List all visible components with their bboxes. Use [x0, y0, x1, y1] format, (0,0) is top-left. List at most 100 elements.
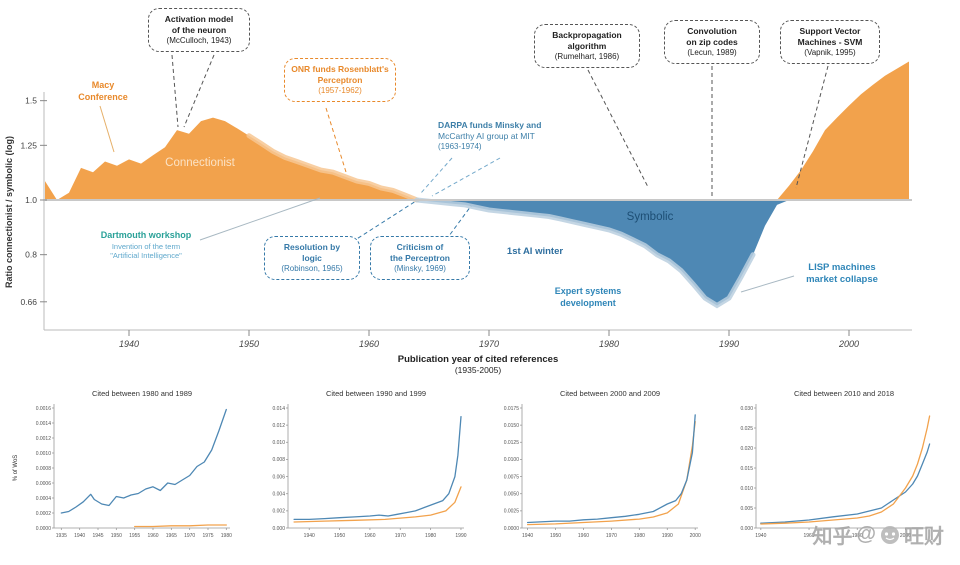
- x-tick-label: 1990: [719, 339, 739, 349]
- x-tick-label: 2000: [838, 339, 859, 349]
- subchart-canvas: Cited between 1980 and 1989 0.0000 0.0002 0…: [13, 389, 232, 539]
- y-tick-label: 0.0100: [504, 457, 520, 463]
- y-tick-label: 0.0016: [36, 406, 52, 412]
- watermark-name: 旺财: [904, 526, 944, 548]
- x-tick-label: 1990: [455, 533, 466, 539]
- x-axis-title: Publication year of cited references: [398, 354, 559, 365]
- y-tick-label: 0.0000: [504, 526, 520, 532]
- x-tick-label: 1980: [634, 533, 645, 539]
- y-tick-label: 0.0075: [504, 474, 520, 480]
- x-tick-label: 1950: [239, 339, 259, 349]
- highlight-band: [414, 197, 756, 309]
- subchart-canvas: Cited between 2010 and 2018 0.000 0.005 0.0…: [740, 389, 932, 539]
- y-tick-label: 0.000: [272, 526, 285, 532]
- x-tick-label: 1950: [334, 533, 345, 539]
- x-tick-label: 1950: [111, 533, 122, 539]
- x-tick-label: 1960: [803, 533, 814, 539]
- y-tick-label: 0.0125: [504, 440, 520, 446]
- x-tick-label: 1970: [184, 533, 195, 539]
- subchart-4: Cited between 2010 and 2018 0.000 0.005 0.0…: [710, 382, 938, 565]
- y-tick-label: 0.006: [272, 474, 285, 480]
- y-tick-label: 0.015: [740, 466, 753, 472]
- series-symbolic: [526, 414, 696, 524]
- y-tick-label: 0.025: [740, 426, 753, 432]
- x-tick-label: 1940: [304, 533, 315, 539]
- connectionist-area: [45, 61, 909, 200]
- y-tick-label: 0.0010: [36, 451, 52, 457]
- x-tick-label: 1970: [606, 533, 617, 539]
- y-tick-label: 0.005: [740, 506, 753, 512]
- x-tick-label: 1965: [166, 533, 177, 539]
- y-tick-label: 0.000: [740, 526, 753, 532]
- x-tick-label: 2000: [690, 533, 701, 539]
- y-tick-label: 1.0: [25, 195, 37, 205]
- watermark-brand: 知乎: [812, 526, 853, 548]
- subchart-title: Cited between 1980 and 1989: [92, 389, 192, 398]
- x-tick-label: 1970: [395, 533, 406, 539]
- y-tick-label: 0.66: [20, 297, 37, 307]
- series-connectionist: [760, 415, 931, 525]
- x-tick-label: 1980: [221, 533, 232, 539]
- series-connectionist: [526, 421, 696, 526]
- y-tick-label: 0.8: [25, 250, 37, 260]
- y-tick-label: 0.0014: [36, 421, 52, 427]
- symbolic-area: [45, 200, 909, 306]
- y-tick-label: 0.0008: [36, 466, 52, 472]
- series-symbolic: [760, 443, 931, 524]
- y-tick-label: 0.020: [740, 446, 753, 452]
- x-axis-subtitle: (1935-2005): [455, 365, 501, 375]
- y-tick-label: 0.014: [272, 406, 285, 412]
- y-tick-label: 0.0150: [504, 423, 520, 429]
- y-tick-label: 0.010: [272, 440, 285, 446]
- x-tick-label: 1990: [662, 533, 673, 539]
- subchart-title: Cited between 2000 and 2009: [560, 389, 660, 398]
- y-tick-label: 0.002: [272, 509, 285, 515]
- y-tick-label: 0.012: [272, 423, 285, 429]
- y-tick-label: 0.030: [740, 406, 753, 412]
- y-tick-label: 0.004: [272, 492, 285, 498]
- subchart-2: Cited between 1990 and 1999 0.000 0.002 0.0…: [242, 382, 470, 565]
- x-tick-label: 2000: [900, 533, 911, 539]
- y-tick-label: 0.0012: [36, 436, 52, 442]
- x-tick-label: 1980: [425, 533, 436, 539]
- x-tick-label: 1975: [202, 533, 213, 539]
- x-tick-label: 1970: [479, 339, 499, 349]
- series-symbolic: [293, 415, 462, 521]
- y-tick-label: 1.5: [25, 96, 37, 106]
- x-tick-label: 1980: [852, 533, 863, 539]
- x-tick-label: 1935: [56, 533, 67, 539]
- watermark-separator: @: [856, 523, 876, 545]
- subchart-title: Cited between 2010 and 2018: [794, 389, 894, 398]
- main-ratio-chart: 1.5 1.25 1.0 0.8 0.66 1940 1950 1960 1970 1980 199…: [4, 8, 912, 375]
- mascot-icon: [880, 525, 900, 545]
- series-connectionist: [134, 524, 227, 528]
- x-tick-label: 1955: [129, 533, 140, 539]
- subchart-3: Cited between 2000 and 2009 0.0000 0.0025 0…: [476, 382, 704, 565]
- x-tick-label: 1960: [364, 533, 375, 539]
- x-tick-label: 1945: [92, 533, 103, 539]
- citation-subcharts-row: Cited between 1980 and 1989 0.0000 0.0002 0…: [0, 382, 960, 565]
- subchart-title: Cited between 1990 and 1999: [326, 389, 426, 398]
- y-tick-label: 0.008: [272, 457, 285, 463]
- subchart-canvas: Cited between 2000 and 2009 0.0000 0.0025 0…: [504, 389, 701, 539]
- x-tick-label: 1940: [119, 339, 139, 349]
- x-tick-label: 1940: [522, 533, 533, 539]
- y-tick-label: 1.25: [20, 140, 37, 150]
- x-tick-label: 1940: [755, 533, 766, 539]
- y-tick-label: 0.0050: [504, 492, 520, 498]
- y-axis-title: Ratio connectionist / symbolic (log): [4, 136, 14, 288]
- y-tick-label: 0.0025: [504, 509, 520, 515]
- x-tick-label: 1950: [550, 533, 561, 539]
- series-connectionist: [293, 486, 462, 523]
- subchart-1: Cited between 1980 and 1989 0.0000 0.0002 0…: [8, 382, 236, 565]
- watermark: 知乎 @ 旺财: [812, 520, 944, 549]
- highlight-band: [246, 133, 420, 203]
- y-tick-label: 0.0006: [36, 481, 52, 487]
- subchart-y-axis-title: % of WoS: [13, 455, 19, 482]
- y-tick-label: 0.010: [740, 486, 753, 492]
- x-tick-label: 1960: [359, 339, 379, 349]
- subchart-canvas: Cited between 1990 and 1999 0.000 0.002 0.0…: [272, 389, 466, 539]
- y-tick-label: 0.0002: [36, 511, 52, 517]
- y-tick-label: 0.0175: [504, 406, 520, 412]
